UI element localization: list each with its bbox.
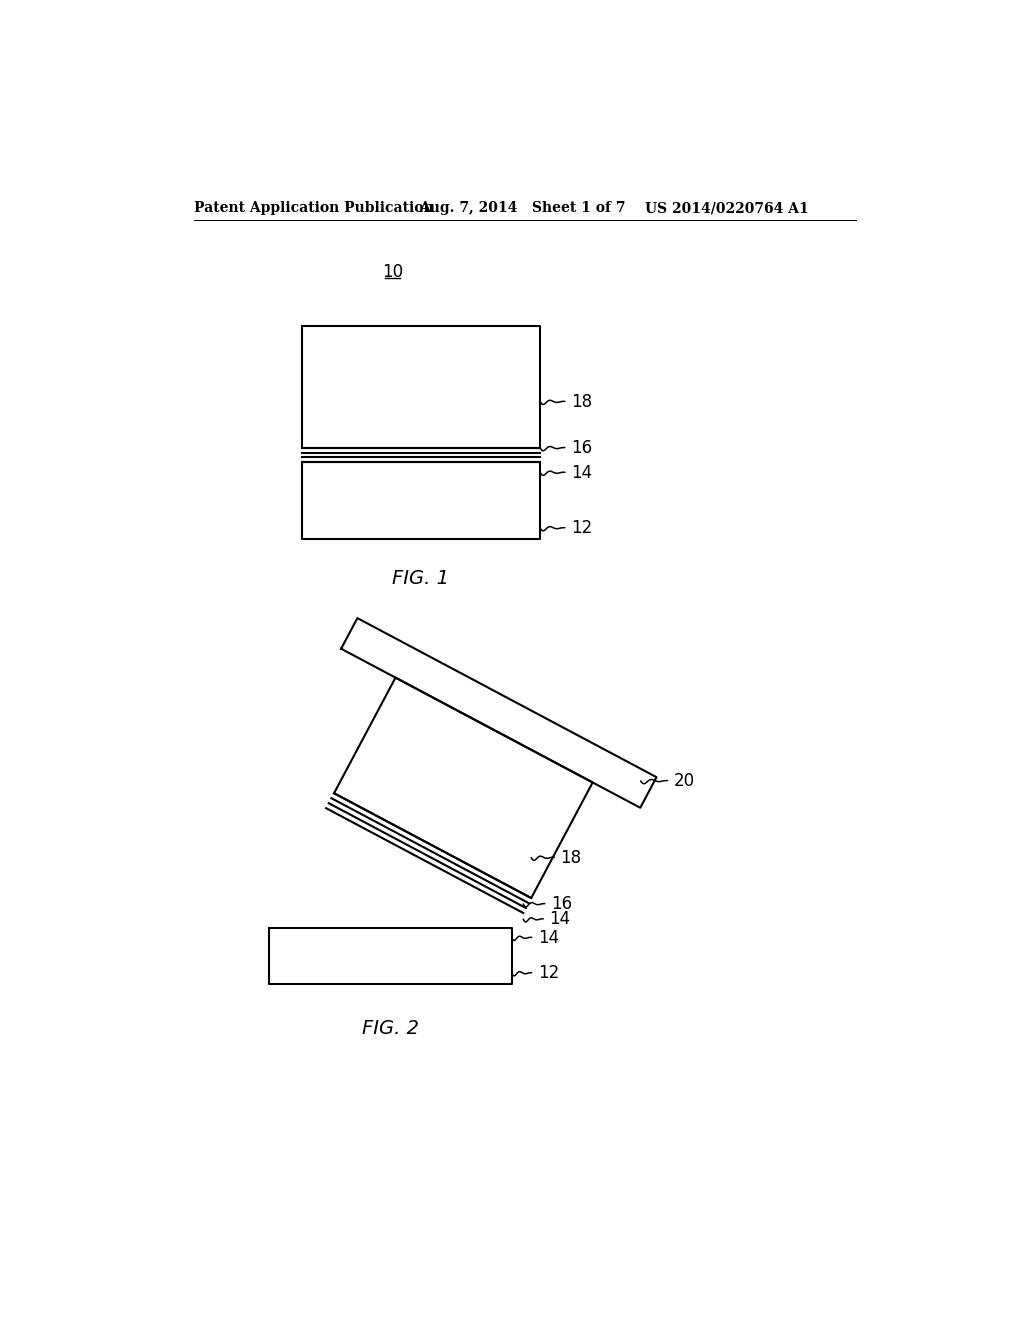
- Text: 14: 14: [550, 911, 570, 928]
- Text: 12: 12: [571, 519, 592, 537]
- Text: FIG. 2: FIG. 2: [361, 1019, 419, 1038]
- Text: 12: 12: [538, 964, 559, 982]
- Text: Aug. 7, 2014   Sheet 1 of 7: Aug. 7, 2014 Sheet 1 of 7: [419, 202, 626, 215]
- Text: 16: 16: [571, 440, 592, 457]
- Text: 10: 10: [382, 264, 402, 281]
- Text: US 2014/0220764 A1: US 2014/0220764 A1: [645, 202, 809, 215]
- Text: 16: 16: [551, 895, 572, 913]
- Text: 20: 20: [674, 772, 695, 789]
- Text: FIG. 1: FIG. 1: [392, 569, 450, 589]
- Text: Patent Application Publication: Patent Application Publication: [194, 202, 433, 215]
- Text: 18: 18: [560, 849, 582, 867]
- Text: 18: 18: [571, 392, 592, 411]
- Text: 14: 14: [538, 929, 559, 946]
- Text: 14: 14: [571, 463, 592, 482]
